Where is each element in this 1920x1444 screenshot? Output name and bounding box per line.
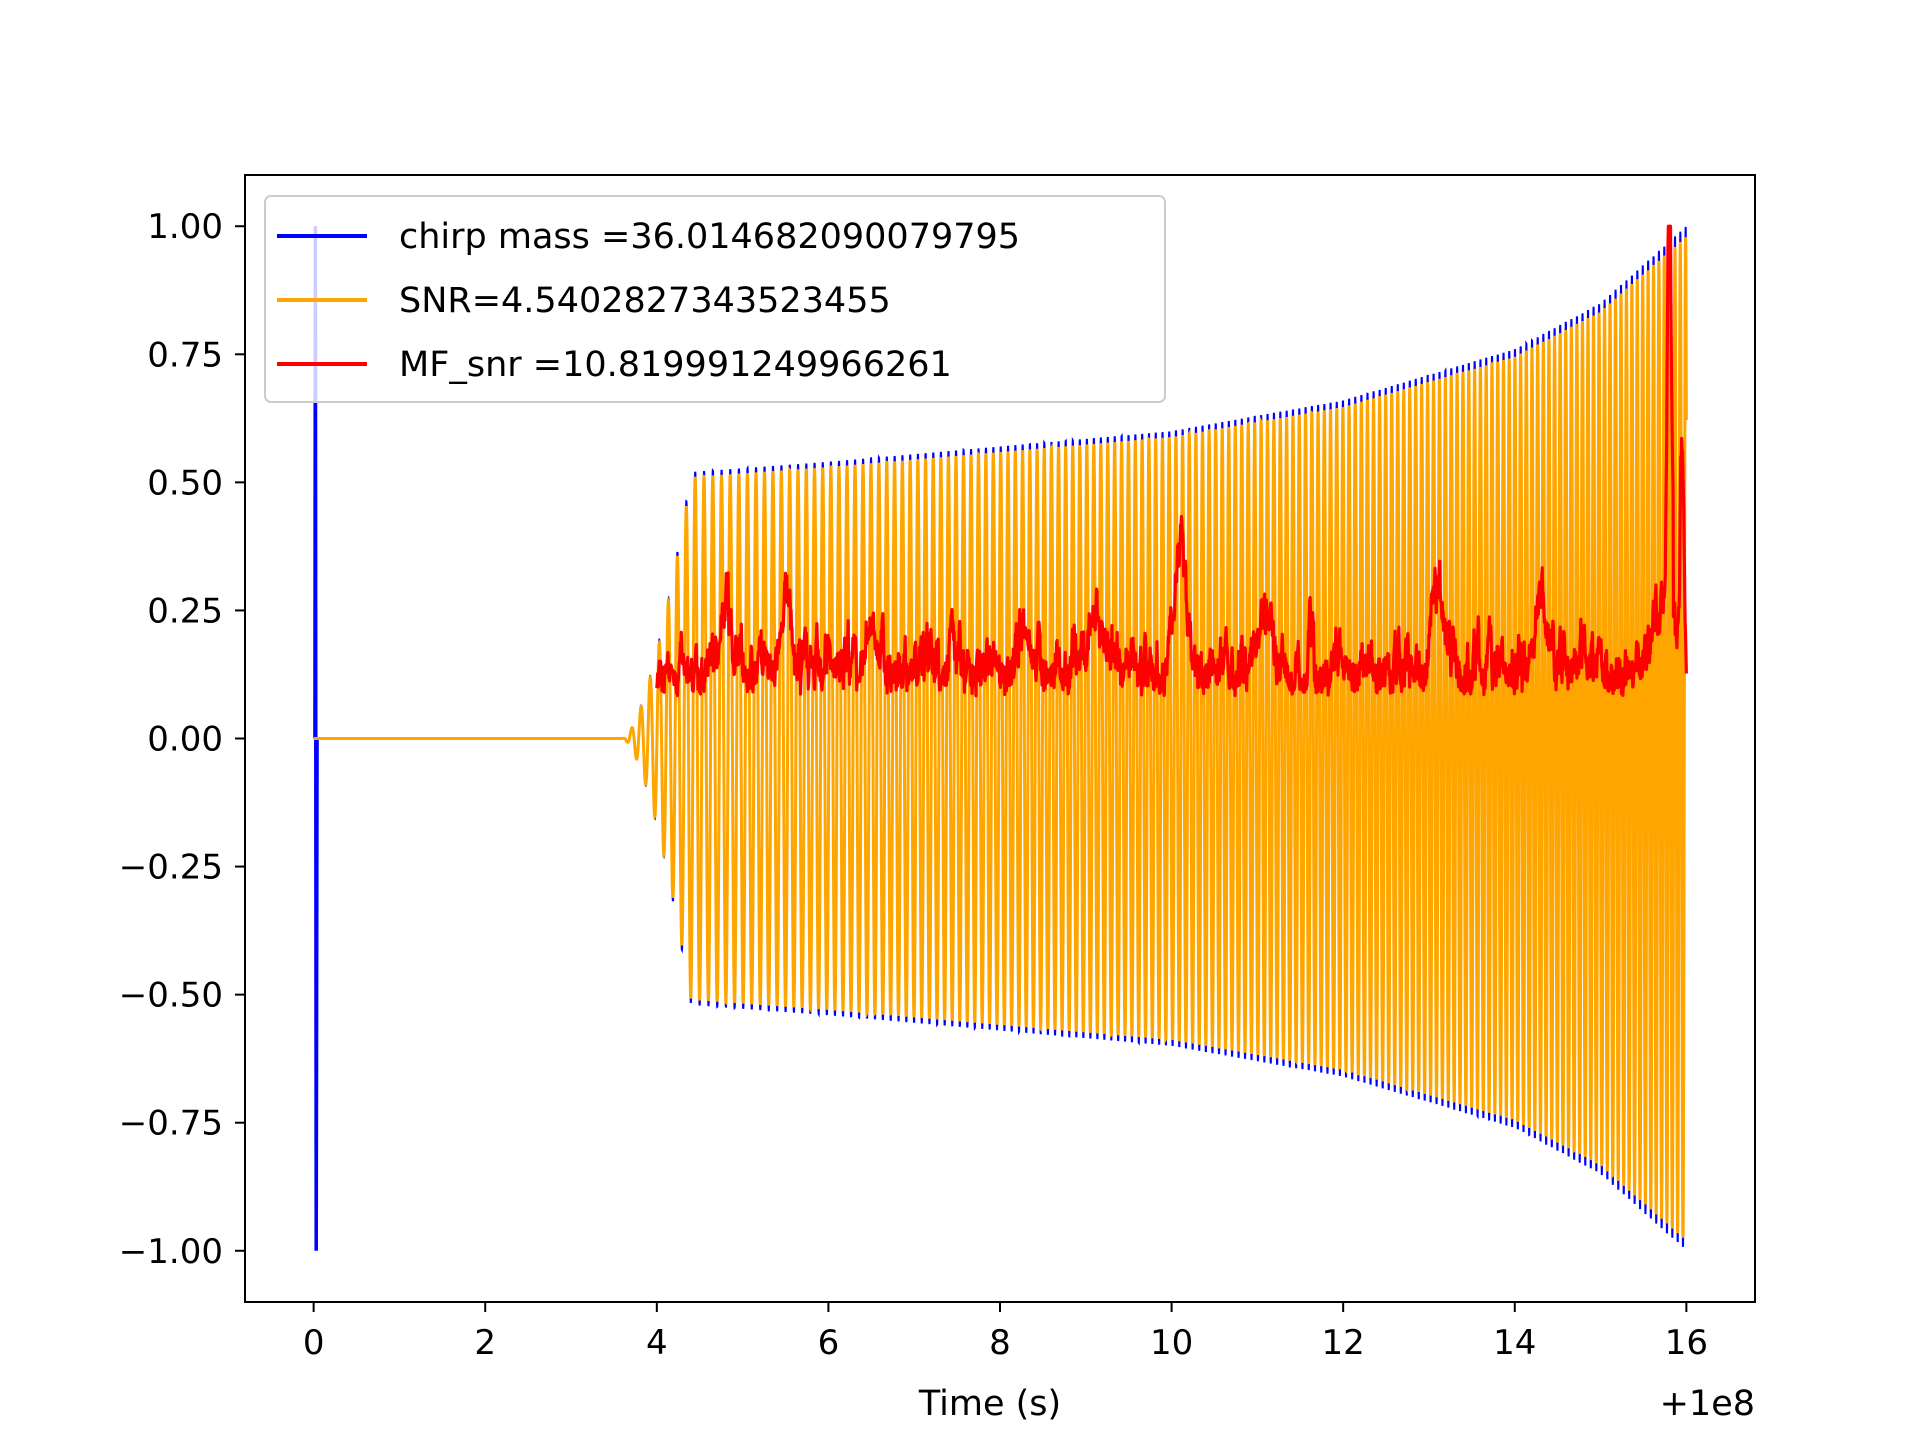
- y-tick-label: 0.50: [147, 463, 223, 503]
- x-tick-label: 2: [474, 1323, 496, 1363]
- x-tick-label: 16: [1665, 1323, 1708, 1363]
- x-tick-label: 0: [303, 1323, 325, 1363]
- x-tick-label: 8: [989, 1323, 1011, 1363]
- x-axis-label: Time (s): [918, 1384, 1061, 1424]
- legend-label: chirp mass =36.014682090079795: [399, 217, 1020, 257]
- y-tick-label: 1.00: [147, 207, 223, 247]
- y-tick-label: −0.25: [119, 848, 223, 888]
- x-tick-label: 14: [1493, 1323, 1536, 1363]
- y-tick-label: 0.75: [147, 335, 223, 375]
- legend-label: MF_snr =10.819991249966261: [399, 345, 952, 385]
- y-tick-label: 0.25: [147, 591, 223, 631]
- legend-label: SNR=4.5402827343523455: [399, 281, 891, 321]
- x-offset-label: +1e8: [1660, 1384, 1755, 1424]
- y-tick-label: −0.75: [119, 1104, 223, 1144]
- x-tick-label: 12: [1322, 1323, 1365, 1363]
- series-mf-snr: [655, 224, 1688, 698]
- x-tick-label: 4: [646, 1323, 668, 1363]
- legend-box: [264, 195, 1166, 403]
- series-mf-snr-line: [655, 224, 1688, 698]
- x-tick-label: 10: [1150, 1323, 1193, 1363]
- y-tick-label: −1.00: [119, 1232, 223, 1272]
- plot-area: [313, 224, 1688, 1251]
- axes-layer: 0 2 4 6 8 10 12 14 16 1.00 0.75 0.50 0.25 0.00 −0.25 −0…: [119, 174, 1756, 1424]
- legend: chirp mass =36.014682090079795 SNR=4.5402…: [264, 195, 1166, 403]
- y-tick-label: −0.50: [119, 976, 223, 1016]
- x-tick-label: 6: [818, 1323, 840, 1363]
- y-tick-label: 0.00: [147, 720, 223, 760]
